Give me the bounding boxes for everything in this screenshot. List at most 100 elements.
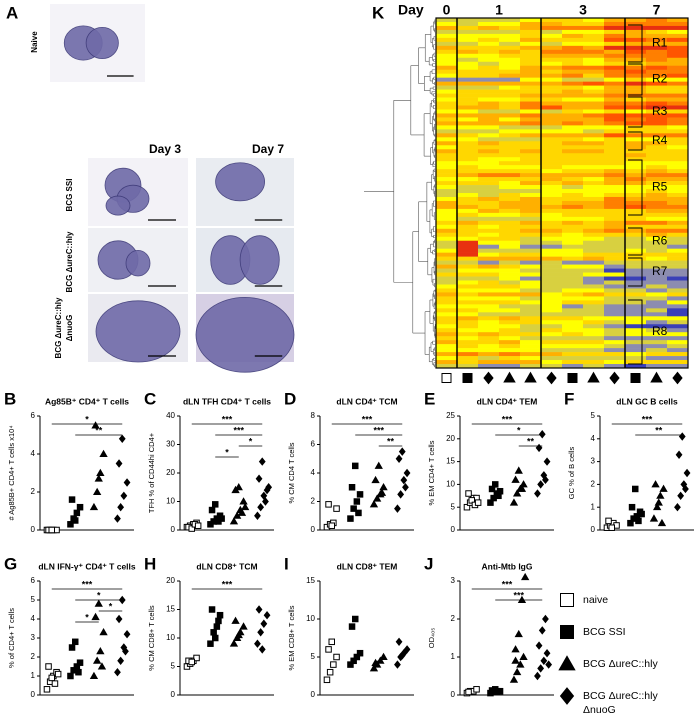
heatmap-cell [646, 149, 668, 154]
heatmap-cell [499, 264, 521, 269]
point [193, 654, 200, 662]
heatmap-cell [604, 153, 626, 158]
point [325, 501, 332, 508]
heatmap-cell [436, 348, 458, 353]
point [395, 637, 403, 647]
heatmap-cell [457, 220, 479, 226]
heatmap-cell [667, 169, 689, 174]
heatmap-cell [499, 252, 521, 257]
heatmap-cell [646, 364, 668, 369]
heatmap-cell [667, 37, 689, 43]
heatmap-cell [520, 97, 542, 102]
y-tick-label: 15 [446, 457, 455, 466]
heatmap-cell [457, 157, 479, 162]
heatmap-cell [541, 300, 563, 305]
heatmap-cell [667, 61, 689, 67]
heatmap-cell [499, 193, 521, 198]
heatmap-cell [541, 21, 563, 27]
heatmap-cell [667, 300, 689, 305]
heatmap-cell [541, 228, 563, 234]
heatmap-cell [562, 85, 584, 90]
heatmap-cell [541, 93, 563, 98]
point [97, 662, 107, 670]
heatmap-cell [457, 272, 479, 277]
heatmap-cell [667, 204, 689, 210]
heatmap-cell [667, 93, 689, 98]
heatmap-cell [478, 33, 500, 39]
heatmap-cell [646, 181, 668, 186]
heatmap-cell [667, 125, 689, 130]
heatmap-cell [520, 272, 542, 277]
heatmap-cell [625, 81, 647, 86]
heatmap-cell [667, 292, 689, 297]
heatmap-cell [541, 256, 563, 261]
heatmap-cell [667, 105, 689, 110]
heatmap-cell [562, 360, 584, 365]
point [635, 517, 642, 525]
heatmap-cell [541, 117, 563, 122]
heatmap-cell [646, 352, 668, 357]
heatmap-cell [562, 232, 584, 238]
significance-label: *** [82, 579, 93, 589]
heatmap-cell [604, 200, 626, 206]
heatmap-cell [625, 45, 647, 51]
heatmap-cell [583, 29, 605, 35]
heatmap-cell [667, 177, 689, 182]
point [123, 629, 131, 639]
heatmap-cell [667, 133, 689, 138]
y-tick-label: 20 [446, 434, 455, 443]
heatmap-cell [604, 61, 626, 67]
significance-label: * [249, 436, 253, 446]
heatmap-cell [646, 77, 668, 82]
heatmap-cell [520, 137, 542, 142]
heatmap-cell [667, 18, 689, 23]
heatmap-cell [646, 228, 668, 234]
heatmap-cell [541, 236, 563, 242]
heatmap-cell [478, 224, 500, 230]
heatmap-cell [520, 364, 542, 369]
heatmap-cell [646, 328, 668, 333]
heatmap-cell [478, 193, 500, 198]
heatmap-cell [520, 189, 542, 194]
row-label: ΔnuoG [65, 315, 74, 342]
region-label: R5 [652, 180, 668, 194]
heatmap-cell [625, 228, 647, 234]
heatmap-cell [604, 212, 626, 218]
point [255, 605, 263, 614]
heatmap-cell [436, 272, 458, 277]
point [371, 475, 380, 484]
heatmap-cell [562, 364, 584, 369]
heatmap-cell [478, 61, 500, 67]
point [218, 515, 225, 522]
heatmap-cell [583, 45, 605, 51]
heatmap-cell [667, 113, 689, 118]
heatmap-cell [457, 200, 479, 206]
point [99, 627, 108, 636]
heatmap-cell [541, 89, 563, 94]
heatmap-cell [667, 344, 689, 349]
heatmap-cell [520, 21, 542, 27]
heatmap-cell [667, 21, 689, 27]
heatmap-cell [604, 304, 626, 309]
heatmap-cell [436, 360, 458, 365]
heatmap-cell [667, 256, 689, 261]
heatmap-cell [520, 81, 542, 86]
heatmap-cell [541, 248, 563, 253]
significance-label: ** [655, 425, 663, 435]
legend-label: BCG SSI [583, 626, 626, 638]
y-tick-label: 3 [591, 457, 596, 466]
heatmap-cell [478, 161, 500, 166]
panel-letter: E [424, 389, 435, 408]
heatmap-cell [457, 185, 479, 190]
row-label: BCG ΔureC::hly [65, 231, 74, 292]
heatmap-cell [520, 344, 542, 349]
point [465, 490, 472, 497]
significance-label: *** [502, 579, 513, 589]
heatmap-cell [625, 196, 647, 202]
heatmap-cell [625, 117, 647, 122]
heatmap-cell [436, 145, 458, 150]
heatmap-cell [457, 89, 479, 94]
heatmap-cell [520, 208, 542, 214]
region-label: R7 [652, 264, 668, 278]
heatmap-cell [520, 304, 542, 309]
